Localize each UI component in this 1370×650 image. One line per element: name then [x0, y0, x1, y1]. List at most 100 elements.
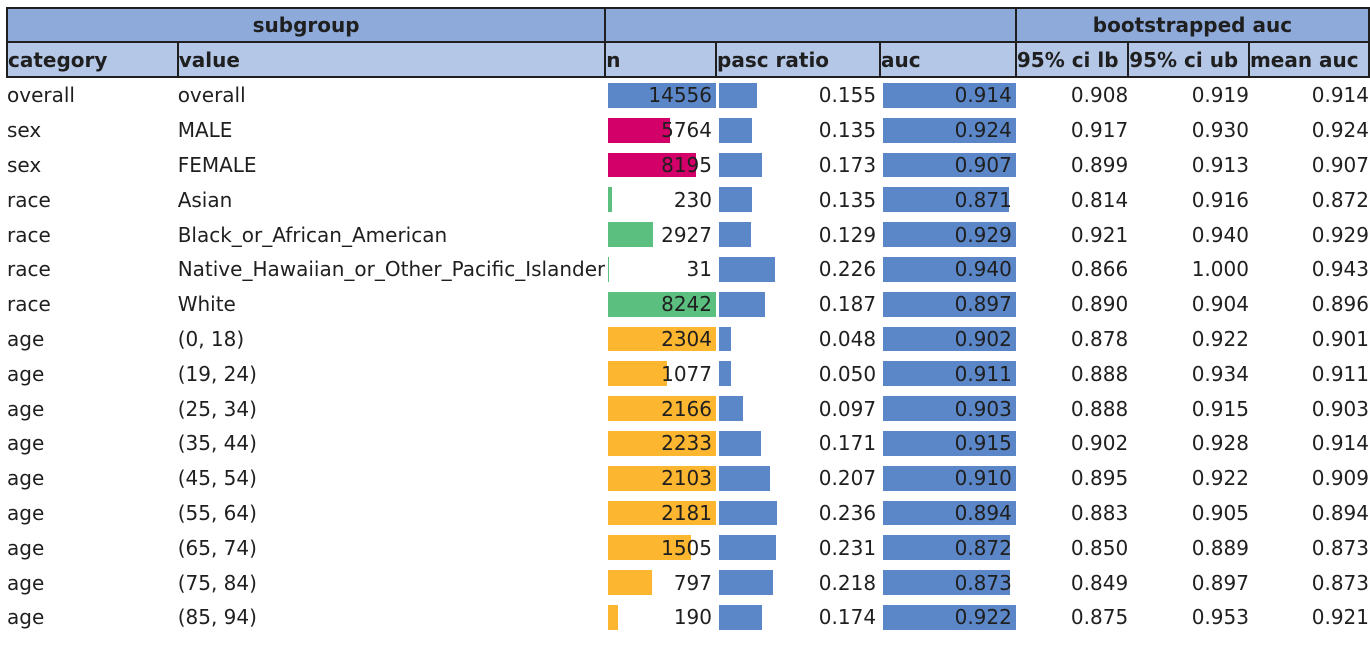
cell-value[interactable]: overall — [177, 83, 246, 108]
cell-category[interactable]: age — [7, 396, 45, 421]
cell-n[interactable]: 31 — [605, 252, 716, 287]
cell-category[interactable]: age — [7, 570, 45, 595]
cell-value[interactable]: (35, 44) — [177, 431, 257, 456]
cell-value[interactable]: FEMALE — [177, 152, 257, 177]
column-header-auc[interactable]: auc — [879, 41, 1017, 78]
cell-value[interactable]: Asian — [177, 187, 233, 212]
cell-pasc-ratio[interactable]: 0.048 — [716, 322, 880, 357]
cell-auc[interactable]: 0.903 — [880, 391, 1016, 426]
cell-value[interactable]: (65, 74) — [177, 535, 257, 560]
cell-category[interactable]: sex — [7, 152, 42, 177]
cell-ci-ub[interactable]: 0.916 — [1191, 187, 1249, 212]
cell-value[interactable]: (25, 34) — [177, 396, 257, 421]
cell-ci-lb[interactable]: 0.902 — [1070, 431, 1129, 456]
cell-n[interactable]: 1505 — [605, 530, 716, 565]
cell-category[interactable]: age — [7, 431, 45, 456]
cell-n[interactable]: 190 — [605, 600, 716, 635]
cell-category[interactable]: age — [7, 326, 45, 351]
cell-category[interactable]: age — [7, 535, 45, 560]
cell-pasc-ratio[interactable]: 0.155 — [716, 77, 880, 113]
cell-auc[interactable]: 0.940 — [880, 252, 1016, 287]
cell-value[interactable]: (85, 94) — [177, 605, 257, 630]
cell-category[interactable]: age — [7, 361, 45, 386]
cell-auc[interactable]: 0.873 — [880, 565, 1016, 600]
cell-pasc-ratio[interactable]: 0.173 — [716, 148, 880, 183]
cell-auc[interactable]: 0.872 — [880, 530, 1016, 565]
cell-pasc-ratio[interactable]: 0.231 — [716, 530, 880, 565]
cell-ci-ub[interactable]: 0.934 — [1191, 361, 1249, 386]
cell-category[interactable]: race — [7, 222, 51, 247]
cell-auc[interactable]: 0.910 — [880, 461, 1016, 496]
cell-ci-lb[interactable]: 0.883 — [1070, 500, 1129, 525]
cell-pasc-ratio[interactable]: 0.226 — [716, 252, 880, 287]
cell-mean-auc[interactable]: 0.873 — [1311, 535, 1369, 560]
cell-n[interactable]: 2166 — [605, 391, 716, 426]
cell-category[interactable]: race — [7, 257, 51, 282]
cell-auc[interactable]: 0.922 — [880, 600, 1016, 635]
cell-mean-auc[interactable]: 0.909 — [1311, 466, 1369, 491]
cell-pasc-ratio[interactable]: 0.218 — [716, 565, 880, 600]
cell-auc[interactable]: 0.907 — [880, 148, 1016, 183]
cell-value[interactable]: (0, 18) — [177, 326, 245, 351]
cell-ci-ub[interactable]: 0.889 — [1191, 535, 1249, 560]
cell-mean-auc[interactable]: 0.896 — [1311, 292, 1369, 317]
cell-ci-lb[interactable]: 0.908 — [1070, 83, 1129, 108]
cell-mean-auc[interactable]: 0.911 — [1311, 361, 1369, 386]
cell-value[interactable]: Native_Hawaiian_or_Other_Pacific_Islande… — [177, 257, 606, 282]
cell-ci-lb[interactable]: 0.814 — [1070, 187, 1129, 212]
cell-n[interactable]: 1077 — [605, 356, 716, 391]
cell-pasc-ratio[interactable]: 0.135 — [716, 182, 880, 217]
cell-ci-ub[interactable]: 0.922 — [1191, 326, 1249, 351]
cell-mean-auc[interactable]: 0.924 — [1311, 118, 1369, 143]
cell-ci-ub[interactable]: 0.953 — [1191, 605, 1249, 630]
cell-n[interactable]: 14556 — [605, 77, 716, 113]
cell-category[interactable]: sex — [7, 118, 42, 143]
cell-auc[interactable]: 0.915 — [880, 426, 1016, 461]
column-header-pasc-ratio[interactable]: pasc ratio — [714, 41, 882, 78]
cell-ci-ub[interactable]: 0.913 — [1191, 152, 1249, 177]
cell-n[interactable]: 5764 — [605, 113, 716, 148]
cell-category[interactable]: age — [7, 500, 45, 525]
cell-ci-lb[interactable]: 0.888 — [1070, 396, 1129, 421]
cell-ci-lb[interactable]: 0.888 — [1070, 361, 1129, 386]
column-header-ci-ub[interactable]: 95% ci ub — [1127, 41, 1250, 78]
cell-pasc-ratio[interactable]: 0.171 — [716, 426, 880, 461]
cell-category[interactable]: overall — [7, 83, 75, 108]
cell-auc[interactable]: 0.871 — [880, 182, 1016, 217]
cell-ci-lb[interactable]: 0.899 — [1070, 152, 1129, 177]
cell-mean-auc[interactable]: 0.873 — [1311, 570, 1369, 595]
cell-n[interactable]: 797 — [605, 565, 716, 600]
cell-value[interactable]: Black_or_African_American — [177, 222, 448, 247]
cell-ci-ub[interactable]: 0.905 — [1191, 500, 1249, 525]
cell-ci-ub[interactable]: 0.904 — [1191, 292, 1249, 317]
cell-mean-auc[interactable]: 0.914 — [1311, 83, 1369, 108]
cell-mean-auc[interactable]: 0.914 — [1311, 431, 1369, 456]
cell-category[interactable]: age — [7, 605, 45, 630]
cell-value[interactable]: White — [177, 292, 236, 317]
cell-category[interactable]: race — [7, 187, 51, 212]
cell-ci-ub[interactable]: 0.922 — [1191, 466, 1249, 491]
cell-ci-lb[interactable]: 0.917 — [1070, 118, 1129, 143]
cell-n[interactable]: 2233 — [605, 426, 716, 461]
cell-ci-lb[interactable]: 0.878 — [1070, 326, 1129, 351]
cell-auc[interactable]: 0.924 — [880, 113, 1016, 148]
cell-ci-ub[interactable]: 1.000 — [1191, 257, 1249, 282]
cell-ci-ub[interactable]: 0.915 — [1191, 396, 1249, 421]
cell-auc[interactable]: 0.914 — [880, 77, 1016, 113]
cell-pasc-ratio[interactable]: 0.174 — [716, 600, 880, 635]
cell-auc[interactable]: 0.894 — [880, 496, 1016, 531]
cell-ci-lb[interactable]: 0.849 — [1070, 570, 1129, 595]
column-header-category[interactable]: category — [6, 41, 179, 78]
cell-ci-lb[interactable]: 0.850 — [1070, 535, 1129, 560]
column-header-ci-lb[interactable]: 95% ci lb — [1014, 41, 1130, 78]
cell-value[interactable]: MALE — [177, 118, 233, 143]
cell-ci-lb[interactable]: 0.875 — [1070, 605, 1129, 630]
cell-ci-ub[interactable]: 0.930 — [1191, 118, 1249, 143]
cell-category[interactable]: race — [7, 292, 51, 317]
cell-ci-ub[interactable]: 0.940 — [1191, 222, 1249, 247]
cell-pasc-ratio[interactable]: 0.207 — [716, 461, 880, 496]
cell-n[interactable]: 2927 — [605, 217, 716, 252]
cell-ci-lb[interactable]: 0.895 — [1070, 466, 1129, 491]
cell-pasc-ratio[interactable]: 0.129 — [716, 217, 880, 252]
cell-auc[interactable]: 0.911 — [880, 356, 1016, 391]
